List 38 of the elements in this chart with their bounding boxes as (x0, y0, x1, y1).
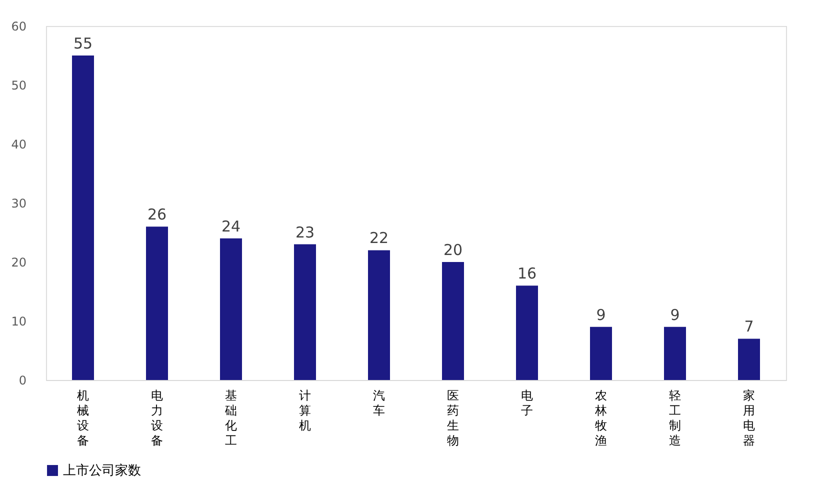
bar (516, 286, 538, 380)
y-tick-label: 30 (11, 196, 26, 210)
x-tick-label: 农林牧渔 (594, 388, 607, 448)
bar (146, 226, 168, 380)
data-label: 7 (744, 318, 754, 336)
bar (442, 262, 464, 380)
data-label: 24 (221, 217, 241, 236)
bar (590, 326, 612, 380)
data-label: 9 (670, 306, 680, 324)
data-label: 55 (73, 34, 93, 52)
bar (220, 238, 242, 380)
x-tick-label: 家用电器 (743, 388, 755, 448)
bar (368, 250, 390, 380)
bar (738, 338, 760, 380)
legend-label: 上市公司家数 (63, 462, 141, 478)
data-label: 22 (369, 229, 389, 248)
x-tick-label: 电力设备 (151, 388, 163, 448)
data-label: 9 (596, 306, 606, 324)
x-tick-label: 电子 (521, 388, 533, 418)
y-tick-label: 20 (11, 256, 26, 270)
bar (664, 326, 686, 380)
data-label: 23 (295, 223, 315, 242)
bar (72, 56, 94, 380)
x-tick-label: 机械设备 (77, 388, 89, 448)
y-tick-label: 10 (11, 314, 26, 328)
x-tick-label: 计算机 (299, 388, 311, 432)
x-tick-label: 医药生物 (447, 388, 459, 448)
data-label: 26 (147, 206, 167, 224)
data-label: 16 (517, 264, 537, 283)
y-tick-label: 50 (11, 78, 26, 92)
bar (294, 244, 316, 380)
data-label: 20 (443, 241, 463, 259)
y-tick-label: 60 (11, 20, 26, 34)
y-tick-label: 0 (18, 374, 26, 388)
x-tick-label: 基础化工 (224, 388, 237, 448)
x-tick-label: 汽车 (373, 388, 385, 418)
y-tick-label: 40 (11, 138, 26, 152)
x-tick-label: 轻工制造 (669, 388, 681, 448)
